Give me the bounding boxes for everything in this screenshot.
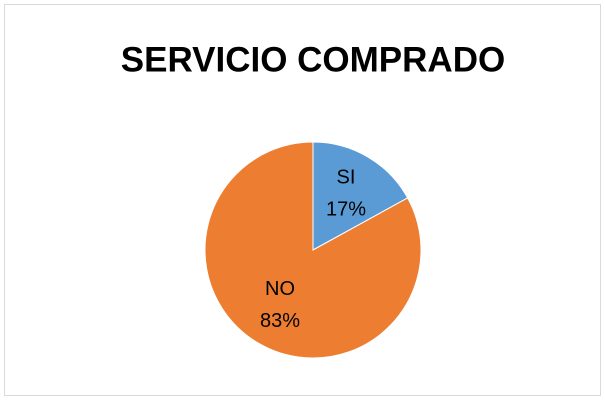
- slice-category-label: NO: [265, 278, 295, 300]
- slice-value-label: 17%: [326, 199, 366, 221]
- pie-slice: [204, 141, 422, 359]
- slice-category-label: SI: [337, 167, 356, 189]
- slice-value-label: 83%: [260, 310, 300, 332]
- pie-slice: [312, 141, 409, 251]
- chart-title: SERVICIO COMPRADO: [121, 40, 505, 79]
